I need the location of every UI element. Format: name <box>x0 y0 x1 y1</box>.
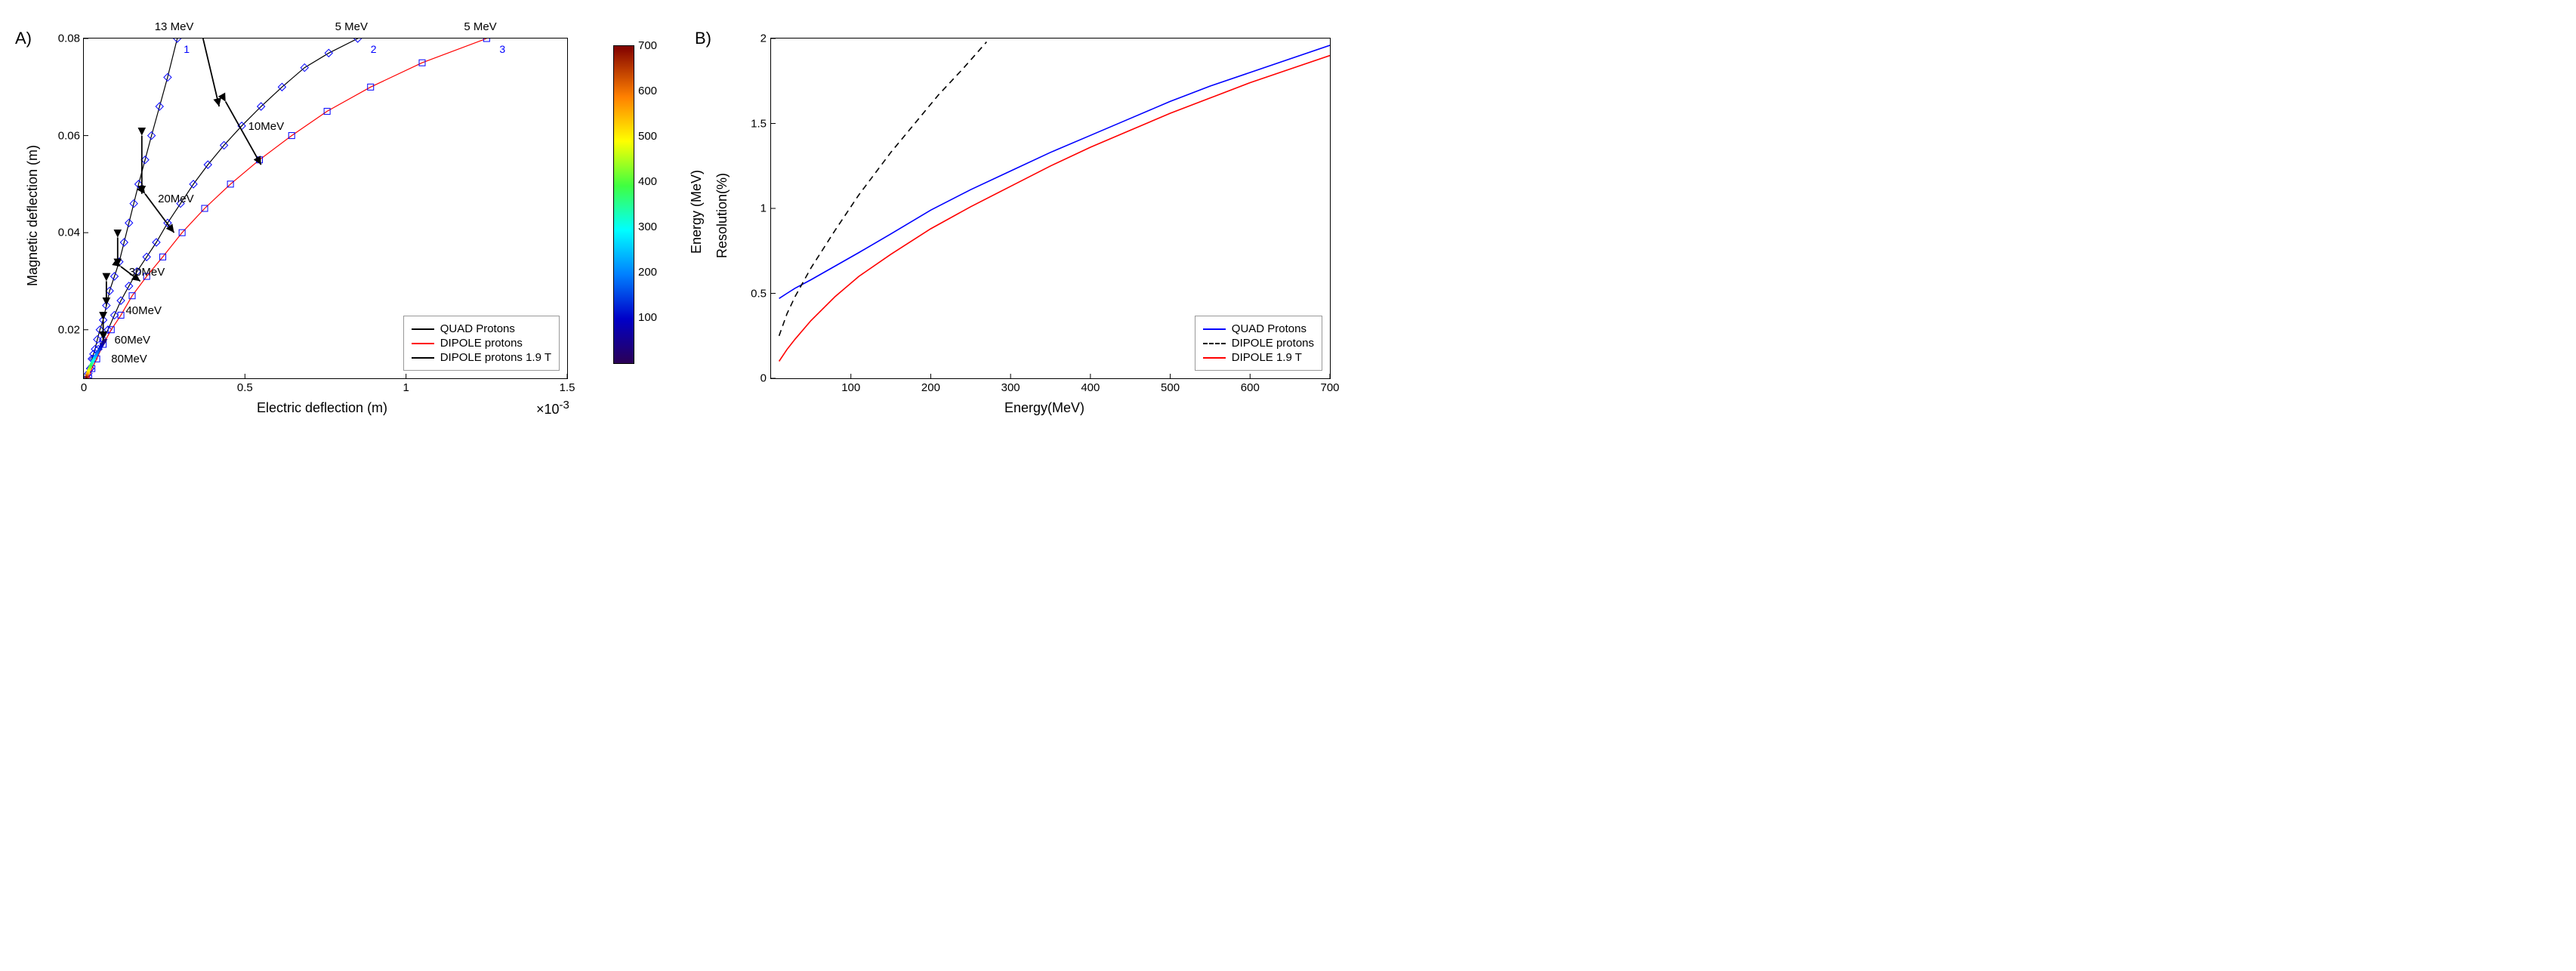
colorbar: 100200300400500600700 Energy (MeV) <box>606 15 680 424</box>
panel-b-ylabel: Resolution(%) <box>714 173 730 258</box>
panel-b-label: B) <box>695 29 711 48</box>
panel-a-legend: QUAD ProtonsDIPOLE protonsDIPOLE protons… <box>403 316 560 371</box>
panel-a: A) 0.020.040.060.0800.511.513 MeV5 MeV5 … <box>15 15 575 424</box>
panel-a-ylabel: Magnetic deflection (m) <box>25 145 41 286</box>
panel-b-legend: QUAD ProtonsDIPOLE protonsDIPOLE 1.9 T <box>1195 316 1322 371</box>
panel-a-plot: 0.020.040.060.0800.511.513 MeV5 MeV5 MeV… <box>83 38 568 379</box>
panel-a-xlabel: Electric deflection (m) <box>257 400 387 416</box>
panel-b-xlabel: Energy(MeV) <box>1004 400 1084 416</box>
panel-b-plot: 00.511.52100200300400500600700 QUAD Prot… <box>770 38 1331 379</box>
panel-a-label: A) <box>15 29 32 48</box>
panel-b: B) 00.511.52100200300400500600700 QUAD P… <box>710 15 1346 424</box>
colorbar-label: Energy (MeV) <box>689 170 705 254</box>
panel-a-xexp: ×10-3 <box>536 399 569 418</box>
